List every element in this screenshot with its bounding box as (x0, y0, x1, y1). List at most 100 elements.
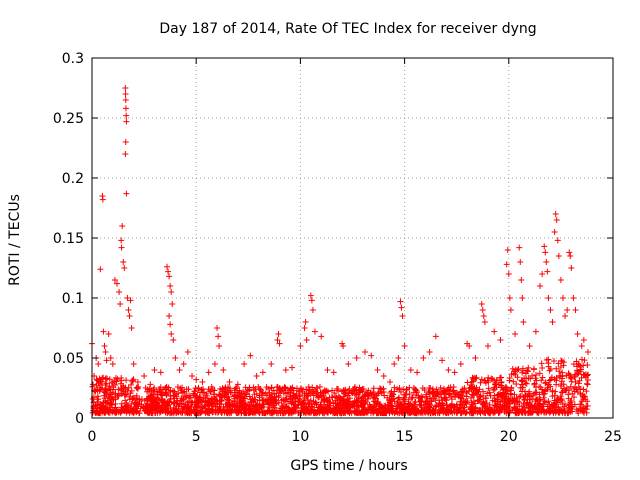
data-point (390, 395, 397, 402)
data-point (471, 384, 478, 391)
data-point (486, 404, 493, 411)
data-point (136, 410, 143, 417)
data-point (229, 403, 236, 410)
data-point (138, 401, 145, 408)
data-point (578, 401, 585, 408)
data-point (482, 395, 489, 402)
data-point (481, 319, 488, 325)
data-point (352, 399, 359, 406)
y-tick-label: 0 (75, 411, 84, 427)
data-point (232, 385, 239, 392)
data-point (144, 400, 151, 407)
data-point (567, 374, 574, 381)
data-point (405, 400, 412, 407)
data-point (290, 408, 297, 415)
data-point (345, 388, 352, 395)
data-point (211, 387, 218, 394)
data-point (381, 392, 388, 399)
data-point (459, 386, 466, 393)
data-point (374, 367, 381, 373)
data-point (246, 393, 253, 400)
data-point (328, 394, 335, 401)
data-point (520, 319, 527, 325)
data-point (412, 406, 419, 413)
data-point (92, 409, 99, 416)
data-point (546, 408, 553, 415)
data-point (512, 331, 519, 337)
data-point (118, 237, 125, 244)
data-point (325, 388, 332, 395)
data-point (558, 381, 565, 388)
data-point (341, 390, 348, 397)
data-point (242, 384, 249, 391)
data-point (458, 409, 465, 416)
data-point (447, 393, 454, 400)
data-point (509, 365, 516, 372)
data-point (511, 399, 518, 406)
data-point (260, 403, 267, 410)
data-point (253, 407, 260, 414)
data-point (174, 384, 181, 391)
data-point (387, 379, 394, 385)
data-point (568, 405, 575, 412)
data-point (470, 406, 477, 413)
data-point (540, 409, 547, 416)
data-point (189, 373, 196, 379)
data-point (180, 361, 187, 367)
data-point (348, 401, 355, 408)
data-point (93, 376, 100, 383)
data-point (246, 386, 253, 393)
data-point (397, 298, 404, 305)
data-point (537, 283, 544, 289)
data-point (429, 385, 436, 392)
data-point (97, 266, 104, 273)
data-point (445, 384, 452, 391)
data-point (554, 237, 561, 244)
grid (92, 58, 613, 418)
data-point (401, 343, 408, 349)
data-point (557, 393, 564, 400)
data-point (185, 403, 192, 410)
data-point (118, 391, 125, 398)
data-point (104, 399, 111, 406)
data-point (265, 401, 272, 408)
data-point (437, 384, 444, 391)
data-point (541, 243, 548, 250)
data-point (567, 383, 574, 390)
data-point (109, 361, 116, 367)
data-point (110, 396, 117, 403)
data-point (205, 369, 212, 376)
data-point (200, 394, 207, 401)
data-point (533, 377, 540, 384)
data-point (301, 325, 308, 331)
data-point (114, 280, 121, 287)
data-point (100, 374, 107, 381)
data-point (275, 392, 282, 399)
data-point (450, 387, 457, 394)
data-point (578, 374, 585, 381)
data-point (505, 395, 512, 402)
data-point (539, 271, 546, 277)
data-point (170, 392, 177, 399)
data-point (565, 409, 572, 416)
data-point (521, 397, 528, 404)
data-point (365, 392, 372, 399)
data-point (346, 395, 353, 402)
data-point (165, 268, 172, 275)
data-point (122, 97, 129, 103)
data-point (168, 409, 175, 416)
data-point (258, 405, 265, 412)
data-point (277, 405, 284, 412)
data-point (532, 328, 539, 335)
data-point (518, 277, 525, 283)
data-markers (89, 85, 591, 417)
data-point (151, 367, 158, 373)
data-point (449, 400, 456, 407)
data-point (551, 229, 558, 235)
data-point (104, 375, 111, 382)
data-point (108, 400, 115, 407)
x-tick-label: 25 (604, 429, 622, 445)
data-point (380, 373, 387, 379)
data-point (553, 365, 560, 372)
data-point (387, 397, 394, 404)
